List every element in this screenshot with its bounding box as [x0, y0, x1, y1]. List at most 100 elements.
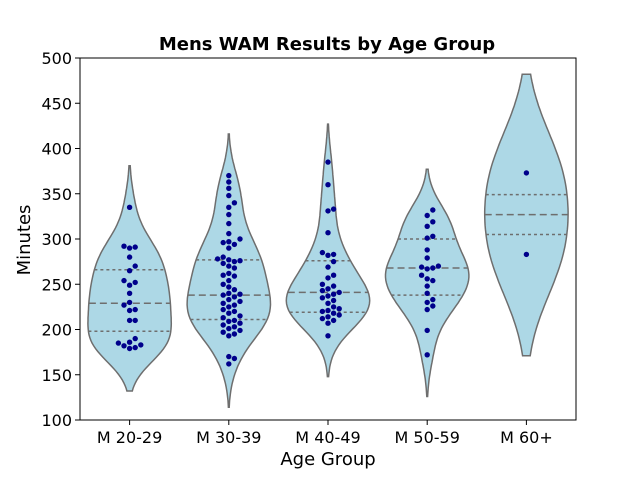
- data-point: [418, 264, 425, 270]
- y-tick-label: 400: [41, 140, 72, 159]
- data-point: [325, 230, 331, 236]
- data-point: [330, 258, 337, 265]
- data-point: [226, 304, 232, 310]
- data-point: [430, 277, 436, 284]
- data-point: [424, 276, 430, 282]
- data-point: [418, 272, 425, 278]
- data-point: [226, 204, 232, 210]
- data-point: [231, 331, 238, 337]
- data-point: [319, 295, 326, 301]
- data-point: [330, 297, 337, 304]
- data-point: [231, 200, 238, 206]
- data-point: [121, 343, 127, 349]
- data-point: [226, 296, 232, 303]
- data-point: [231, 355, 238, 362]
- data-point: [226, 257, 232, 263]
- data-point: [126, 290, 133, 296]
- data-point: [132, 279, 138, 286]
- data-point: [424, 247, 430, 253]
- x-axis: M 20-29 M 30-39 M 40-49 M 50-59 M 60+: [97, 420, 553, 447]
- data-point: [424, 283, 430, 289]
- y-tick-label: 100: [41, 411, 72, 430]
- data-point: [126, 317, 133, 324]
- data-point: [226, 310, 232, 316]
- y-tick-label: 300: [41, 230, 72, 249]
- data-point: [226, 277, 232, 284]
- x-tick-label: M 30-39: [196, 428, 261, 447]
- data-point: [231, 265, 238, 271]
- data-point: [220, 254, 226, 260]
- data-point: [237, 320, 243, 326]
- data-point: [330, 291, 337, 297]
- data-point: [435, 263, 442, 269]
- data-point: [226, 185, 232, 191]
- data-point: [132, 344, 138, 351]
- data-point: [325, 182, 331, 188]
- data-point: [424, 235, 430, 241]
- data-point: [237, 258, 243, 264]
- data-point: [325, 286, 331, 292]
- data-point: [424, 266, 430, 272]
- data-point: [325, 252, 331, 258]
- data-point: [121, 277, 127, 284]
- y-tick-label: 450: [41, 94, 72, 113]
- data-point: [226, 179, 232, 185]
- x-tick-label: M 50-59: [395, 428, 460, 447]
- data-point: [231, 273, 238, 279]
- data-point: [523, 251, 530, 258]
- data-point: [325, 159, 331, 165]
- data-point: [226, 245, 232, 251]
- data-point: [231, 287, 238, 293]
- data-point: [330, 304, 337, 310]
- data-point: [325, 333, 331, 339]
- data-point: [226, 220, 232, 227]
- data-point: [115, 340, 122, 346]
- violin-body: [186, 133, 272, 409]
- data-point: [424, 290, 430, 296]
- data-point: [231, 294, 238, 300]
- data-point: [126, 299, 133, 306]
- data-point: [325, 264, 331, 270]
- data-point: [226, 172, 232, 179]
- data-point: [319, 281, 326, 287]
- data-point: [237, 327, 243, 334]
- data-point: [424, 306, 430, 313]
- violin-body: [483, 73, 569, 357]
- data-point: [226, 290, 232, 296]
- data-point: [231, 324, 238, 330]
- data-point: [430, 303, 436, 309]
- y-axis-label: Minutes: [14, 205, 35, 276]
- data-point: [226, 318, 232, 325]
- data-point: [325, 300, 331, 306]
- data-point: [336, 306, 342, 312]
- data-point: [132, 317, 138, 324]
- plot-area: [87, 73, 569, 409]
- violin-body: [87, 164, 173, 392]
- data-point: [237, 236, 243, 242]
- data-point: [220, 329, 226, 335]
- data-point: [424, 212, 430, 219]
- data-point: [424, 327, 430, 334]
- data-point: [220, 292, 226, 298]
- y-tick-label: 200: [41, 321, 72, 340]
- data-point: [126, 339, 133, 345]
- data-point: [330, 310, 337, 316]
- data-point: [319, 315, 326, 322]
- data-point: [330, 251, 337, 258]
- data-point: [336, 289, 342, 296]
- data-point: [325, 293, 331, 299]
- data-point: [430, 219, 436, 225]
- data-point: [424, 299, 430, 306]
- data-point: [126, 254, 133, 260]
- data-point: [226, 270, 232, 277]
- data-point: [214, 256, 221, 262]
- data-point: [231, 302, 238, 308]
- y-axis: 100 150 200 250 300 350 400 450 500: [41, 49, 80, 430]
- data-point: [226, 263, 232, 269]
- x-tick-label: M 60+: [500, 428, 553, 447]
- data-point: [325, 275, 331, 281]
- data-point: [226, 230, 232, 237]
- data-point: [220, 315, 226, 321]
- data-point: [126, 268, 133, 274]
